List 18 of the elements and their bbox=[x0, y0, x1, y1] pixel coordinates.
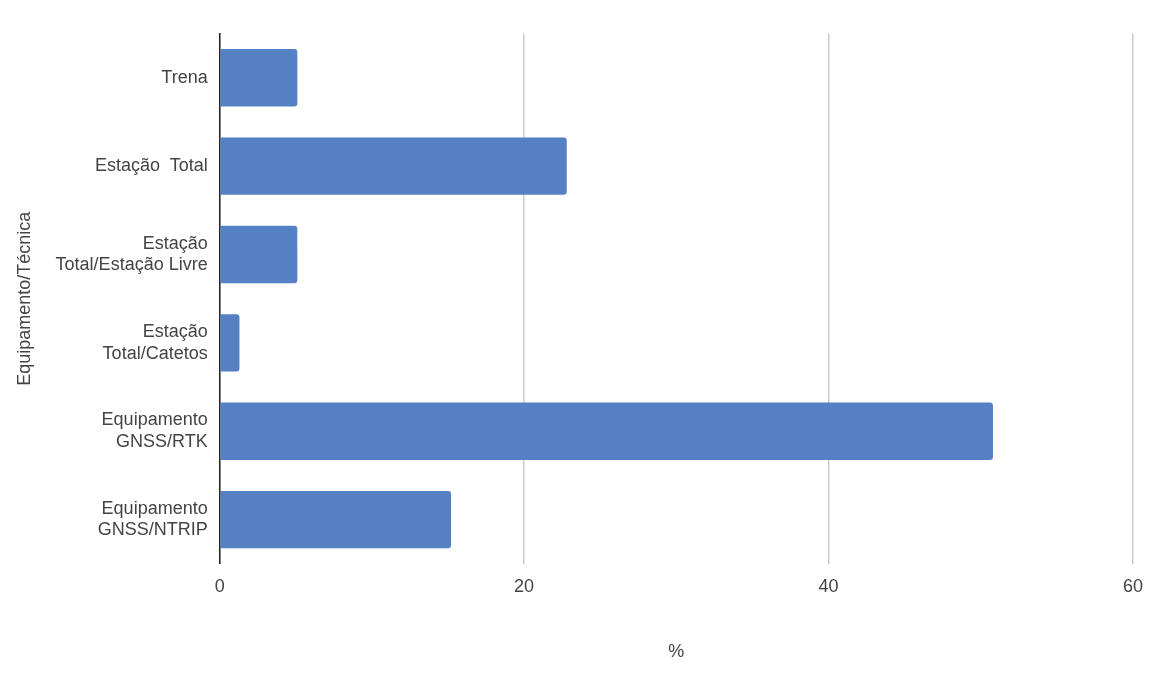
bar bbox=[220, 137, 567, 195]
x-tick-label: 20 bbox=[514, 575, 535, 596]
y-tick-label: Estação Total/Catetos bbox=[102, 321, 208, 363]
x-tick-label: 60 bbox=[1122, 575, 1144, 596]
y-axis-title: Equipamento/Técnica bbox=[13, 210, 34, 386]
y-tick-label: Estação Total bbox=[94, 155, 208, 176]
x-tick-label: 0 bbox=[214, 575, 225, 596]
x-tick-label: 40 bbox=[818, 575, 839, 596]
bar bbox=[220, 49, 298, 107]
bar bbox=[220, 225, 298, 284]
y-tick-label: Trena bbox=[161, 66, 209, 87]
bar bbox=[220, 402, 993, 460]
y-tick-label: Equipamento GNSS/RTK bbox=[101, 409, 208, 452]
bar bbox=[220, 490, 452, 549]
bar bbox=[220, 314, 240, 372]
y-tick-label: Equipamento GNSS/NTRIP bbox=[97, 497, 208, 540]
y-tick-label: Estação Total/Estação Livre bbox=[55, 232, 208, 275]
x-axis-title: % bbox=[668, 641, 685, 662]
